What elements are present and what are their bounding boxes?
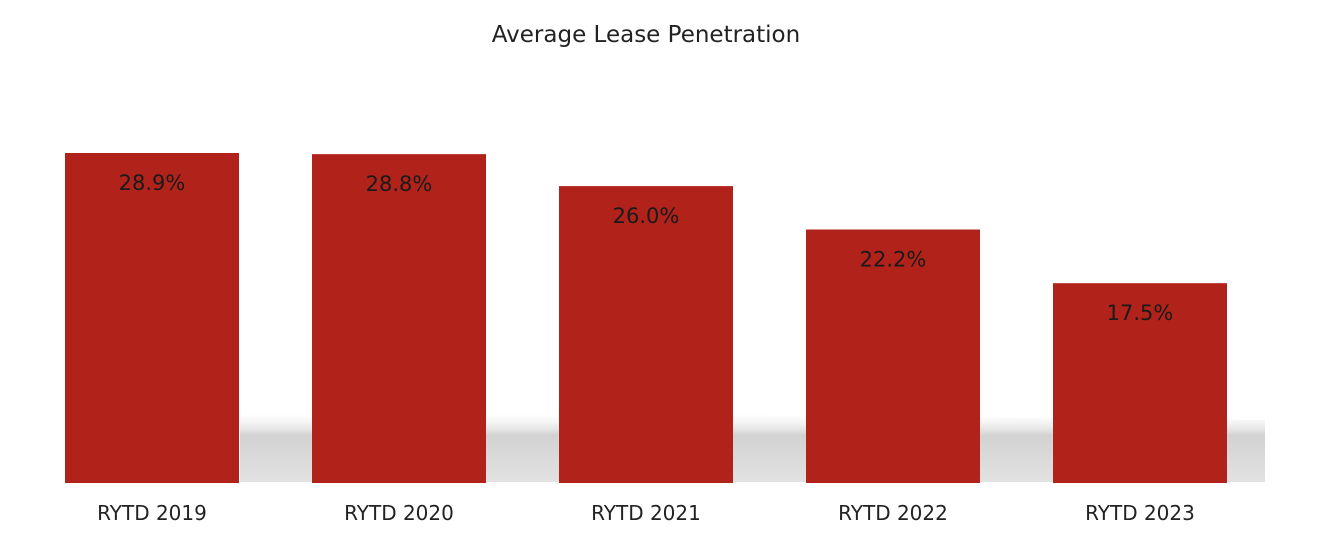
x-tick-label: RYTD 2020 <box>344 501 454 525</box>
floor-shadow <box>240 410 1265 482</box>
data-label: 28.9% <box>119 171 186 195</box>
bar-rytd-2020 <box>312 154 486 484</box>
x-tick-label: RYTD 2023 <box>1085 501 1195 525</box>
x-tick-label: RYTD 2022 <box>838 501 948 525</box>
bar-rytd-2023 <box>1053 283 1227 483</box>
chart-title: Average Lease Penetration <box>491 22 801 48</box>
x-tick-label: RYTD 2021 <box>591 501 701 525</box>
data-label: 28.8% <box>366 172 433 196</box>
data-label: 26.0% <box>613 204 680 228</box>
bar-rytd-2021 <box>559 186 733 483</box>
bar-rytd-2019 <box>65 153 239 483</box>
data-label: 17.5% <box>1107 301 1174 325</box>
data-label: 22.2% <box>860 248 927 272</box>
bar-rytd-2022 <box>806 229 980 483</box>
x-tick-label: RYTD 2019 <box>97 501 207 525</box>
